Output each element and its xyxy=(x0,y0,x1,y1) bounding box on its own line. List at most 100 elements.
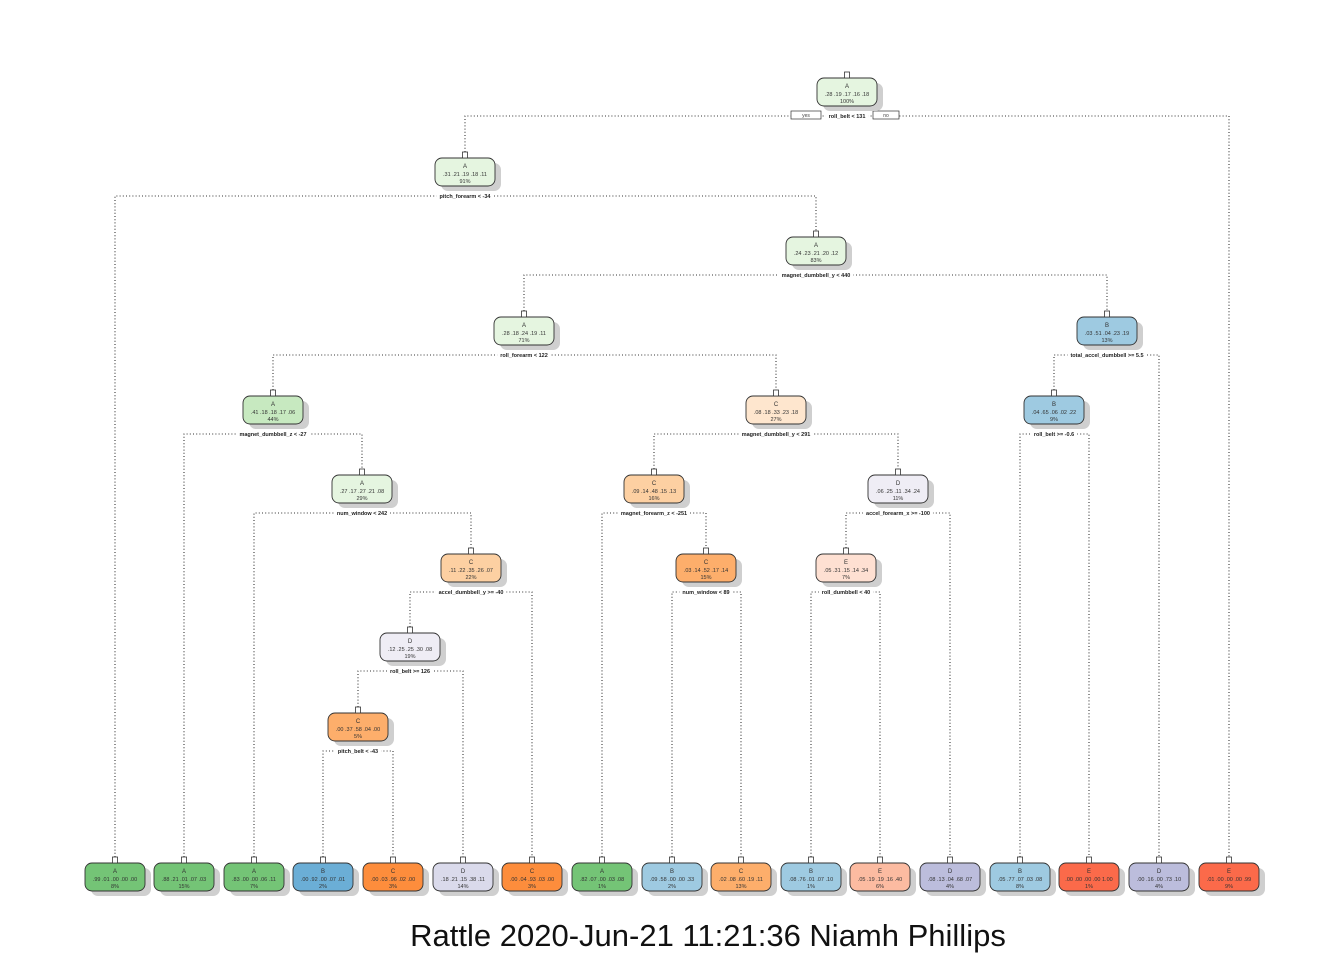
node-probabilities: .24 .23 .21 .20 .12 xyxy=(794,251,838,257)
edge-node-85 xyxy=(671,591,742,857)
node-number-tab xyxy=(270,389,276,397)
node-class-label: C xyxy=(469,560,474,566)
split-condition-label: accel_forearm_x >= -100 xyxy=(866,511,930,517)
no-box xyxy=(872,110,900,120)
node-probabilities: .18 .21 .15 .38 .11 xyxy=(441,877,485,883)
node-class-label: A xyxy=(271,402,275,408)
split-label-bg xyxy=(333,509,391,517)
node-number-tab xyxy=(407,626,413,634)
node-number-tab xyxy=(521,310,527,318)
split-label-bg xyxy=(738,430,814,438)
tree-node-332: C .00 .37 .58 .04 .005% pitch_belt < -43 xyxy=(327,706,394,755)
node-probabilities: .41 .18 .18 .17 .06 xyxy=(251,410,295,416)
node-class-label: A xyxy=(522,323,526,329)
node-percentage: 15% xyxy=(178,884,189,890)
node-percentage: 2% xyxy=(668,884,676,890)
split-label-bg xyxy=(778,271,854,279)
node-number-tab xyxy=(599,856,605,864)
node-probabilities: .00 .92 .00 .07 .01 xyxy=(301,877,345,883)
node-probabilities: .06 .25 .11 .34 .24 xyxy=(876,489,920,495)
node-number-tab xyxy=(460,856,466,864)
edge-node-41 xyxy=(253,512,472,857)
split-condition-label: accel_dumbbell_y >= -40 xyxy=(439,590,504,596)
node-number-tab xyxy=(813,230,819,238)
node-probabilities: .09 .58 .00 .00 .33 xyxy=(650,877,694,883)
split-label-bg xyxy=(825,112,869,120)
node-percentage: 1% xyxy=(1085,884,1093,890)
node-number-tab xyxy=(1086,856,1092,864)
node-class-label: C xyxy=(652,481,657,487)
node-percentage: 3% xyxy=(528,884,536,890)
node-number-tab xyxy=(468,547,474,555)
node-class-label: B xyxy=(1105,323,1109,329)
node-probabilities: .08 .18 .33 .23 .18 xyxy=(754,410,798,416)
tree-node-665: C .00 .03 .96 .02 .003% xyxy=(362,856,429,896)
node-class-label: B xyxy=(809,869,813,875)
edge-node-5 xyxy=(523,274,1108,311)
split-label-bg xyxy=(863,509,933,517)
node-probabilities: .08 .13 .04 .68 .07 xyxy=(928,877,972,883)
node-class-label: C xyxy=(356,719,361,725)
node-number-tab xyxy=(843,547,849,555)
node-class-label: E xyxy=(878,869,882,875)
node-number-tab xyxy=(390,856,396,864)
split-condition-label: pitch_belt < -43 xyxy=(338,749,378,755)
node-class-label: D xyxy=(896,481,901,487)
split-label-bg xyxy=(1030,430,1078,438)
node-probabilities: .05 .19 .19 .16 .40 xyxy=(858,877,902,883)
split-condition-label: roll_forearm < 122 xyxy=(500,353,548,359)
node-class-label: A xyxy=(113,869,117,875)
split-condition-label: magnet_forearm_z < -251 xyxy=(621,511,687,517)
node-probabilities: .28 .19 .17 .16 .18 xyxy=(825,92,869,98)
node-probabilities: .28 .18 .24 .19 .11 xyxy=(502,331,546,337)
edge-node-11 xyxy=(1053,354,1160,857)
node-class-label: C xyxy=(739,869,744,875)
node-probabilities: .31 .21 .19 .18 .11 xyxy=(443,172,487,178)
split-condition-label: roll_dumbbell < 40 xyxy=(822,590,870,596)
node-percentage: 8% xyxy=(111,884,119,890)
node-percentage: 1% xyxy=(807,884,815,890)
node-class-label: E xyxy=(844,560,848,566)
node-percentage: 4% xyxy=(946,884,954,890)
node-number-tab xyxy=(529,856,535,864)
node-percentage: 14% xyxy=(457,884,468,890)
yes-box xyxy=(790,110,822,120)
node-class-label: A xyxy=(252,869,256,875)
node-percentage: 7% xyxy=(250,884,258,890)
node-number-tab xyxy=(1226,856,1232,864)
tree-node-84: A .82 .07 .00 .03 .081% xyxy=(571,856,638,896)
split-label-bg xyxy=(236,430,310,438)
node-probabilities: .05 .77 .07 .03 .08 xyxy=(998,877,1042,883)
split-label-bg xyxy=(617,509,691,517)
node-probabilities: .27 .17 .27 .21 .08 xyxy=(340,489,384,495)
node-percentage: 8% xyxy=(1016,884,1024,890)
node-class-label: B xyxy=(670,869,674,875)
node-probabilities: .00 .04 .93 .03 .00 xyxy=(510,877,554,883)
split-label-bg xyxy=(1067,351,1147,359)
node-class-label: D xyxy=(408,639,413,645)
node-number-tab xyxy=(1017,856,1023,864)
node-class-label: A xyxy=(360,481,364,487)
node-class-label: D xyxy=(461,869,466,875)
node-number-tab xyxy=(112,856,118,864)
node-percentage: 27% xyxy=(770,417,781,423)
node-percentage: 16% xyxy=(648,496,659,502)
node-class-label: E xyxy=(1227,869,1231,875)
node-probabilities: .11 .22 .35 .26 .07 xyxy=(449,568,493,574)
split-label-bg xyxy=(386,667,434,675)
node-number-tab xyxy=(251,856,257,864)
node-probabilities: .00 .00 .00 .00 1.00 xyxy=(1065,877,1112,883)
